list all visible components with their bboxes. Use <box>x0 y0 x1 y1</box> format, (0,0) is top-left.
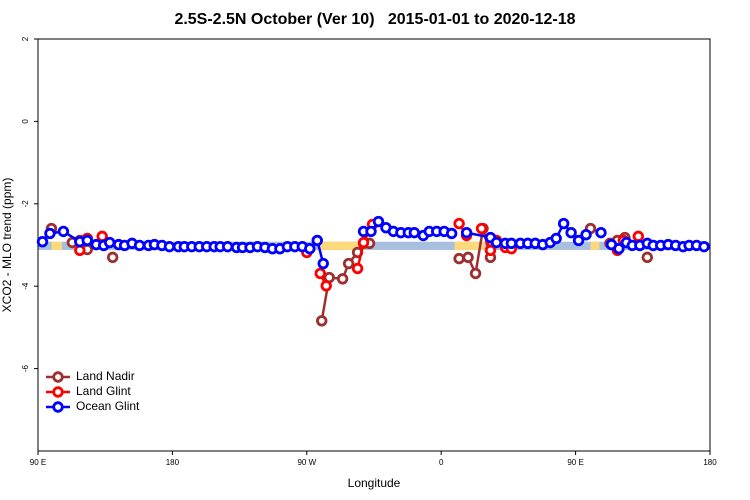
data-point <box>336 273 349 285</box>
data-point <box>163 240 176 253</box>
data-point <box>106 251 119 264</box>
data-point <box>595 226 607 239</box>
legend-label: Land Glint <box>76 384 131 398</box>
data-point <box>641 251 653 264</box>
data-point <box>505 237 518 250</box>
data-point <box>314 267 326 280</box>
x-tick-label: 180 <box>703 458 717 467</box>
y-tick-label: -2 <box>21 200 30 208</box>
data-point <box>342 257 355 270</box>
y-tick-label: 2 <box>21 36 30 41</box>
legend-marker <box>52 386 64 398</box>
legend-marker <box>52 371 64 383</box>
data-point <box>81 234 93 247</box>
data-point <box>613 243 625 255</box>
data-point <box>320 280 332 292</box>
x-axis-label: Longitude <box>348 476 401 490</box>
data-point <box>304 243 316 255</box>
data-point <box>221 240 234 253</box>
data-point <box>490 236 503 249</box>
y-tick-label: -6 <box>21 364 30 372</box>
data-point <box>445 227 458 240</box>
data-point <box>632 230 645 243</box>
data-point <box>572 234 585 247</box>
data-point <box>408 226 421 239</box>
data-point <box>453 217 465 230</box>
x-tick-label: 0 <box>439 458 444 467</box>
data-point <box>44 227 56 240</box>
data-point <box>698 240 710 253</box>
data-point <box>36 236 49 248</box>
data-point <box>316 315 328 327</box>
chart-title: 2.5S-2.5N October (Ver 10) 2015-01-01 to… <box>174 11 575 28</box>
data-point <box>565 226 577 239</box>
y-tick-label: 0 <box>21 119 30 124</box>
data-point <box>550 232 562 245</box>
data-point <box>317 257 329 270</box>
data-point <box>103 236 116 249</box>
y-tick-label: -4 <box>21 282 30 290</box>
x-tick-label: 90 E <box>567 458 583 467</box>
y-axis-label: XCO2 - MLO trend (ppm) <box>0 178 14 313</box>
x-tick-label: 90 W <box>297 458 316 467</box>
data-point <box>462 251 474 264</box>
data-point <box>475 222 488 235</box>
data-point <box>311 234 323 247</box>
data-point <box>469 267 482 280</box>
legend-label: Land Nadir <box>76 369 135 383</box>
band-highlight <box>320 241 366 250</box>
data-point <box>580 228 592 241</box>
legend-marker <box>52 401 64 413</box>
data-point <box>372 215 385 228</box>
x-tick-label: 180 <box>166 458 180 467</box>
band-highlight <box>590 241 600 250</box>
data-point <box>484 244 497 257</box>
band-highlight <box>51 241 62 250</box>
data-point <box>57 225 70 238</box>
data-point <box>365 225 377 238</box>
band-highlight <box>454 241 485 250</box>
legend-label: Ocean Glint <box>76 399 140 413</box>
data-point <box>453 252 465 265</box>
data-point <box>557 217 570 230</box>
data-point <box>357 236 370 249</box>
data-point <box>133 239 146 252</box>
data-point <box>351 262 364 275</box>
x-tick-label: 90 E <box>30 458 46 467</box>
data-point <box>460 226 473 239</box>
